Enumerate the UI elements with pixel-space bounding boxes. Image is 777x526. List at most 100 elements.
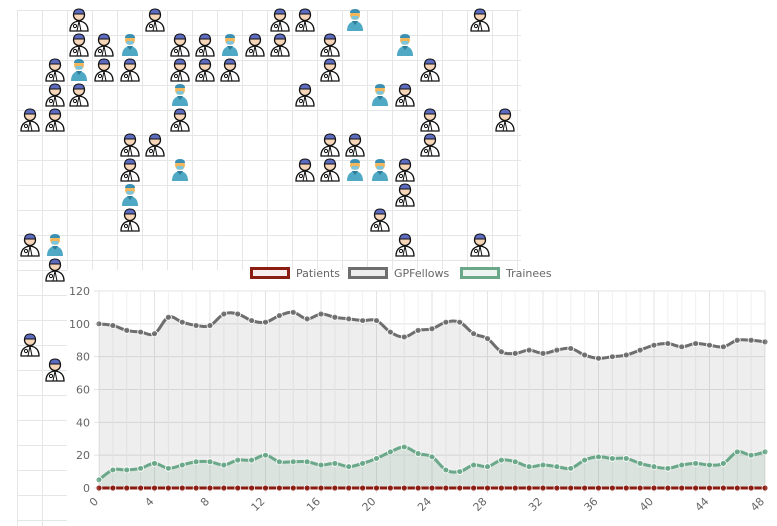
data-point-patients (442, 484, 450, 492)
y-tick-label: 60 (76, 384, 90, 397)
data-point-patients (109, 484, 117, 492)
data-point-gpfellows (497, 348, 505, 356)
trainee-icon (394, 31, 416, 57)
data-point-gpfellows (719, 343, 727, 351)
legend-item-gpfellows[interactable]: GPFellows (348, 265, 449, 281)
data-point-patients (151, 484, 158, 492)
data-point-patients (539, 484, 547, 492)
data-point-trainees (539, 461, 547, 469)
x-tick-label: 24 (415, 495, 434, 514)
x-tick-label: 20 (360, 495, 379, 514)
data-point-patients (248, 484, 256, 492)
data-point-patients (678, 484, 686, 492)
legend-item-trainees[interactable]: Trainees (460, 265, 552, 281)
data-point-trainees (719, 459, 727, 467)
doctor-icon (44, 106, 66, 132)
trainee-icon (44, 231, 66, 257)
data-point-patients (275, 484, 283, 492)
data-point-trainees (262, 451, 269, 459)
data-point-trainees (470, 461, 478, 469)
doctor-icon (93, 31, 115, 57)
legend-swatch-gpfellows (348, 267, 388, 279)
doctor-icon (394, 81, 416, 107)
x-tick-label: 36 (582, 495, 601, 514)
data-point-trainees (456, 468, 464, 475)
doctor-icon (294, 6, 316, 32)
data-point-patients (206, 484, 214, 492)
data-point-gpfellows (581, 351, 589, 359)
legend-swatch-patients (250, 267, 290, 279)
data-point-trainees (123, 466, 131, 474)
data-point-trainees (206, 458, 214, 466)
doctor-icon (44, 256, 66, 282)
data-point-patients (484, 484, 491, 492)
doctor-icon (44, 356, 66, 382)
doctor-icon (144, 131, 166, 157)
data-point-gpfellows (345, 315, 353, 323)
legend-item-patients[interactable]: Patients (250, 265, 340, 281)
series-area-gpfellows (99, 312, 765, 488)
data-point-gpfellows (331, 313, 339, 321)
x-tick-label: 28 (471, 495, 490, 514)
data-point-patients (386, 484, 394, 492)
doctor-icon (119, 206, 141, 232)
y-tick-label: 120 (69, 285, 90, 298)
data-point-trainees (664, 464, 672, 472)
data-point-trainees (373, 455, 380, 462)
data-point-gpfellows (164, 313, 172, 321)
trainee-icon (119, 181, 141, 207)
data-point-gpfellows (206, 322, 214, 329)
doctor-icon (194, 31, 216, 57)
data-point-gpfellows (400, 333, 408, 341)
data-point-gpfellows (539, 349, 547, 357)
doctor-icon (294, 156, 316, 182)
doctor-icon (44, 56, 66, 82)
legend-swatch-trainees (460, 267, 500, 279)
data-point-gpfellows (414, 327, 422, 334)
data-point-gpfellows (733, 336, 741, 344)
data-point-patients (497, 484, 505, 492)
data-point-patients (373, 484, 380, 492)
doctor-icon (119, 156, 141, 182)
y-tick-label: 20 (76, 449, 90, 462)
doctor-icon (394, 156, 416, 182)
data-point-patients (262, 484, 269, 492)
data-point-patients (608, 484, 616, 492)
data-point-trainees (608, 455, 616, 462)
data-point-gpfellows (678, 343, 686, 351)
data-point-trainees (428, 453, 436, 461)
doctor-icon (419, 106, 441, 132)
data-point-trainees (553, 463, 561, 471)
data-point-patients (456, 484, 464, 492)
data-point-trainees (234, 456, 242, 464)
data-point-gpfellows (595, 354, 602, 362)
staff-grid-overflow (17, 270, 67, 526)
data-point-trainees (525, 463, 533, 471)
doctor-icon (294, 81, 316, 107)
data-point-gpfellows (137, 328, 145, 336)
data-point-gpfellows (484, 335, 491, 343)
doctor-icon (344, 131, 366, 157)
data-point-patients (331, 484, 339, 492)
data-point-gpfellows (248, 317, 256, 324)
data-point-gpfellows (761, 338, 769, 346)
data-point-patients (137, 484, 145, 492)
data-point-trainees (109, 466, 117, 474)
data-point-trainees (178, 461, 186, 469)
data-point-patients (622, 484, 630, 492)
chart-legend: Patients GPFellows Trainees (0, 262, 777, 284)
doctor-icon (68, 81, 90, 107)
x-tick-label: 4 (142, 495, 156, 509)
doctor-icon (68, 6, 90, 32)
doctor-icon (119, 56, 141, 82)
data-point-trainees (747, 451, 755, 459)
x-tick-label: 12 (249, 495, 268, 514)
data-point-patients (650, 484, 658, 492)
data-point-patients (414, 484, 422, 492)
data-point-trainees (345, 463, 353, 471)
legend-label-trainees: Trainees (506, 266, 552, 280)
x-tick-label: 8 (198, 495, 212, 509)
data-point-gpfellows (525, 346, 533, 354)
doctor-icon (494, 106, 516, 132)
data-point-gpfellows (373, 317, 380, 324)
